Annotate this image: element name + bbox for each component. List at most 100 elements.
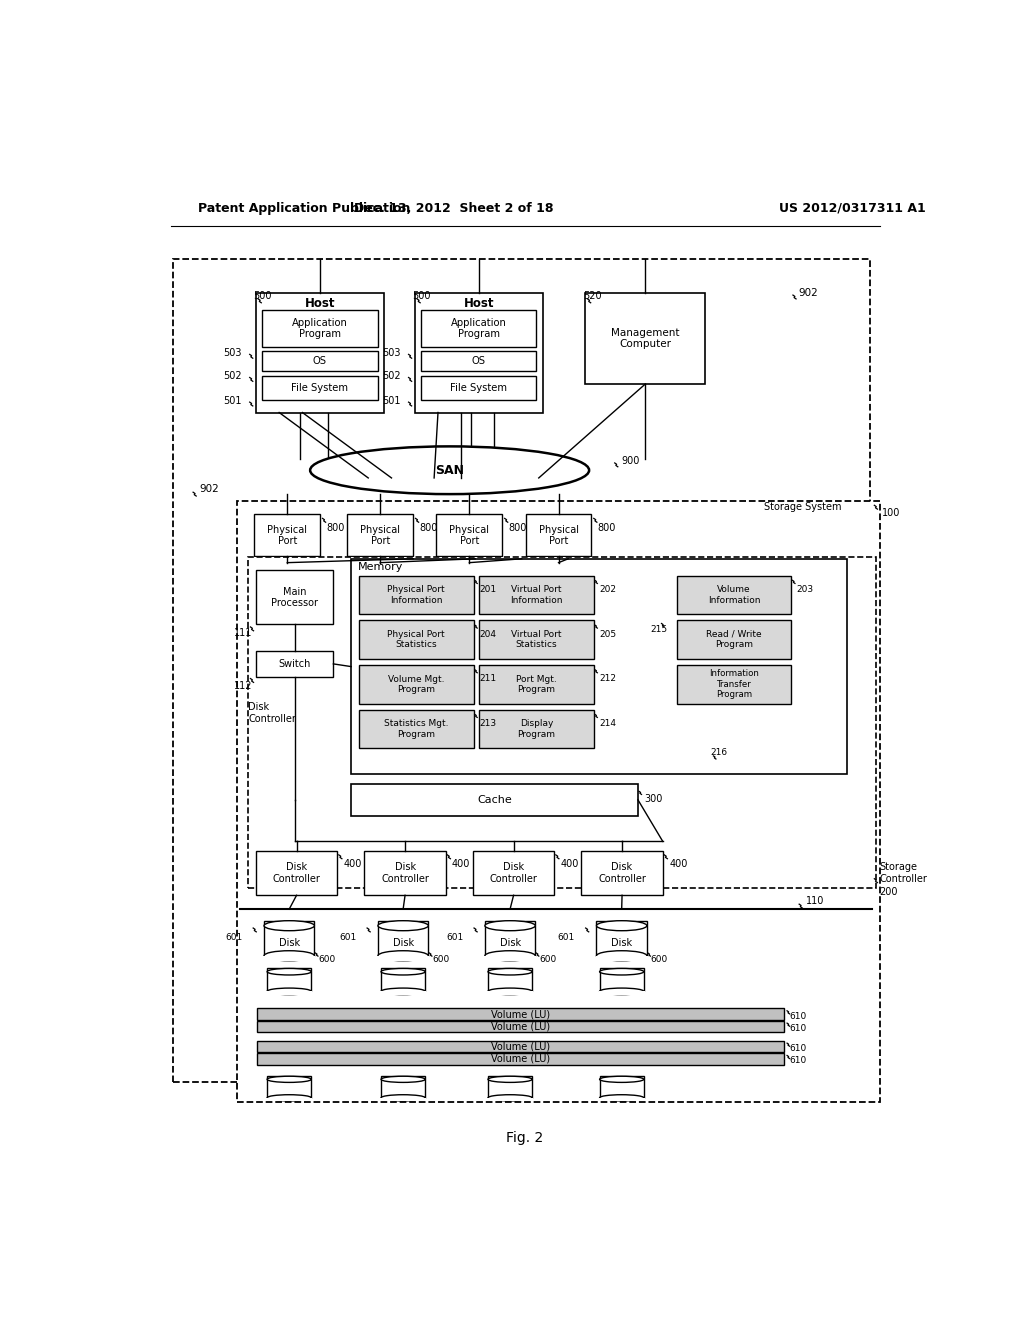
Bar	[600, 969, 644, 991]
Ellipse shape	[485, 921, 536, 931]
Text: 601: 601	[339, 933, 356, 942]
Bar	[677, 620, 792, 659]
Bar	[263, 956, 315, 961]
Bar	[484, 956, 536, 961]
Bar	[257, 1040, 784, 1052]
Text: 201: 201	[479, 585, 497, 594]
Text: 203: 203	[797, 585, 814, 594]
Text: Disk
Controller: Disk Controller	[272, 862, 321, 884]
Text: 212: 212	[599, 675, 616, 684]
Text: Storage System: Storage System	[764, 502, 841, 512]
Text: SAN: SAN	[435, 463, 464, 477]
Bar	[237, 502, 880, 1102]
Text: 200: 200	[880, 887, 898, 898]
Bar	[600, 1076, 644, 1098]
Text: Application
Program: Application Program	[451, 318, 507, 339]
Text: Display
Program: Display Program	[517, 719, 555, 739]
Bar	[582, 850, 663, 895]
Text: Application
Program: Application Program	[292, 318, 348, 339]
Text: Disk: Disk	[279, 937, 300, 948]
Bar	[351, 558, 847, 775]
Bar	[257, 1020, 784, 1032]
Text: 601: 601	[225, 933, 243, 942]
Text: Port Mgt.
Program: Port Mgt. Program	[516, 675, 557, 694]
Text: Physical Port
Information: Physical Port Information	[387, 585, 445, 605]
Text: 202: 202	[599, 585, 616, 594]
Ellipse shape	[600, 1094, 644, 1101]
Text: Disk: Disk	[611, 937, 632, 948]
Text: 400: 400	[344, 859, 361, 870]
Bar	[487, 991, 532, 995]
Text: 213: 213	[479, 719, 497, 729]
Ellipse shape	[267, 989, 311, 995]
Bar	[599, 1098, 644, 1101]
Bar	[677, 576, 792, 614]
Text: Volume
Information: Volume Information	[708, 585, 760, 605]
Bar	[380, 991, 426, 995]
Text: Volume (LU): Volume (LU)	[492, 1022, 551, 1031]
Text: 610: 610	[790, 1011, 807, 1020]
Bar	[421, 351, 537, 371]
Bar	[377, 956, 429, 961]
Text: Fig. 2: Fig. 2	[506, 1131, 544, 1144]
Bar	[359, 665, 474, 704]
Text: Volume Mgt.
Program: Volume Mgt. Program	[388, 675, 444, 694]
Text: Physical
Port: Physical Port	[539, 524, 579, 546]
Bar	[347, 513, 414, 557]
Bar	[479, 710, 594, 748]
Text: Dec. 13, 2012  Sheet 2 of 18: Dec. 13, 2012 Sheet 2 of 18	[353, 202, 553, 215]
Text: 502: 502	[223, 371, 242, 381]
Bar	[267, 1076, 311, 1098]
Text: Information
Transfer
Program: Information Transfer Program	[709, 669, 759, 700]
Text: Cache: Cache	[477, 795, 512, 805]
Text: Management
Computer: Management Computer	[611, 327, 680, 350]
Ellipse shape	[485, 950, 536, 961]
Bar	[248, 557, 876, 888]
Bar	[436, 513, 503, 557]
Text: Volume (LU): Volume (LU)	[492, 1053, 551, 1064]
Bar	[381, 1076, 425, 1098]
Text: 600: 600	[318, 954, 336, 964]
Ellipse shape	[378, 921, 428, 931]
Text: 601: 601	[557, 933, 574, 942]
Ellipse shape	[600, 1076, 644, 1082]
Text: Disk
Controller: Disk Controller	[381, 862, 429, 884]
Bar	[257, 1053, 784, 1065]
Ellipse shape	[597, 950, 647, 961]
Text: 610: 610	[790, 1024, 807, 1034]
Ellipse shape	[381, 1094, 425, 1101]
Text: Main
Processor: Main Processor	[271, 586, 318, 609]
Bar	[262, 351, 378, 371]
Bar	[677, 665, 792, 704]
Bar	[359, 710, 474, 748]
Text: 111: 111	[233, 628, 252, 639]
Ellipse shape	[600, 989, 644, 995]
Text: 214: 214	[599, 719, 616, 729]
Ellipse shape	[378, 950, 428, 961]
Text: 216: 216	[710, 747, 727, 756]
Text: Disk: Disk	[392, 937, 414, 948]
Ellipse shape	[264, 950, 314, 961]
Text: Volume (LU): Volume (LU)	[492, 1010, 551, 1019]
Text: 610: 610	[790, 1044, 807, 1053]
Ellipse shape	[381, 989, 425, 995]
Text: Disk: Disk	[500, 937, 520, 948]
Text: 902: 902	[200, 484, 219, 495]
Bar	[378, 921, 428, 956]
Text: Memory: Memory	[357, 562, 402, 573]
Text: 610: 610	[790, 1056, 807, 1065]
Text: Disk
Controller: Disk Controller	[248, 702, 296, 723]
Bar	[264, 921, 314, 956]
Text: 215: 215	[650, 626, 668, 634]
Text: Physical
Port: Physical Port	[360, 524, 400, 546]
Text: Virtual Port
Information: Virtual Port Information	[510, 585, 562, 605]
Bar	[365, 850, 445, 895]
Text: 211: 211	[479, 675, 497, 684]
Text: Host: Host	[304, 297, 335, 310]
Ellipse shape	[310, 446, 589, 494]
Bar	[359, 576, 474, 614]
Text: Disk
Controller: Disk Controller	[598, 862, 646, 884]
Bar	[359, 620, 474, 659]
Text: File System: File System	[291, 383, 348, 393]
Text: 502: 502	[382, 371, 400, 381]
